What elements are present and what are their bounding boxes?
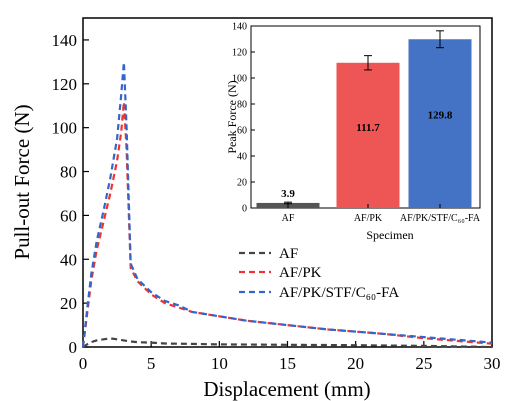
inset-y-axis-label: Peak Force (N): [225, 80, 239, 153]
inset-value-label-2: 129.8: [428, 110, 453, 122]
main-x-tick-label: 30: [484, 354, 501, 373]
main-y-tick-label: 0: [69, 338, 78, 357]
main-x-axis-label: Displacement (mm): [203, 377, 370, 401]
main-y-axis-label: Pull-out Force (N): [10, 104, 34, 259]
inset-category-label-0: AF: [282, 213, 295, 224]
series-line-2: [81, 61, 493, 348]
inset-y-tick-label: 0: [242, 204, 247, 215]
inset-bars-group: 3.9 AF 111.7 AF/PK 129.8 AF/PK/STF/C₆₀-FA: [256, 30, 481, 224]
main-y-tick-label: 60: [60, 206, 77, 225]
inset-value-label-1: 111.7: [356, 122, 380, 134]
inset-y-tick-label: 80: [237, 100, 247, 111]
main-x-tick-label: 20: [347, 354, 364, 373]
main-x-tick-label: 25: [415, 354, 432, 373]
inset-bar-2: [408, 39, 472, 209]
main-y-tick-label: 40: [60, 250, 77, 269]
legend-label-2: AF/PK/STF/C₆₀-FA: [279, 285, 399, 301]
inset-category-label-2: AF/PK/STF/C₆₀-FA: [400, 213, 481, 224]
main-y-tick-label: 20: [60, 294, 77, 313]
inset-axis-ticks: 0 20 40 60 80 100 120 140: [232, 22, 255, 215]
main-x-tick-label: 10: [211, 354, 228, 373]
main-y-tick-label: 140: [52, 31, 78, 50]
inset-x-axis-label: Specimen: [366, 228, 413, 242]
inset-y-tick-label: 40: [237, 152, 247, 163]
legend: AF AF/PK AF/PK/STF/C₆₀-FA: [239, 246, 399, 301]
main-y-tick-label: 80: [60, 163, 77, 182]
main-x-tick-label: 15: [279, 354, 296, 373]
inset-y-tick-label: 140: [232, 22, 247, 33]
inset-category-label-1: AF/PK: [354, 213, 383, 224]
inset-value-label-0: 3.9: [281, 188, 295, 200]
main-axis-ticks: 0 5 10 15 20 25 30 0 20 40 60 80 100 120 140: [52, 31, 501, 373]
main-x-tick-label: 0: [79, 354, 88, 373]
inset-y-tick-label: 20: [237, 178, 247, 189]
main-x-tick-label: 5: [147, 354, 156, 373]
legend-label-0: AF: [279, 246, 298, 262]
main-y-tick-label: 120: [52, 75, 78, 94]
legend-label-1: AF/PK: [279, 265, 322, 281]
main-series-group: [81, 61, 493, 349]
inset-y-tick-label: 60: [237, 126, 247, 137]
inset-bar-1: [336, 62, 400, 208]
main-y-tick-label: 100: [52, 119, 78, 138]
inset-y-tick-label: 120: [232, 48, 247, 59]
inset-y-tick-label: 100: [232, 74, 247, 85]
